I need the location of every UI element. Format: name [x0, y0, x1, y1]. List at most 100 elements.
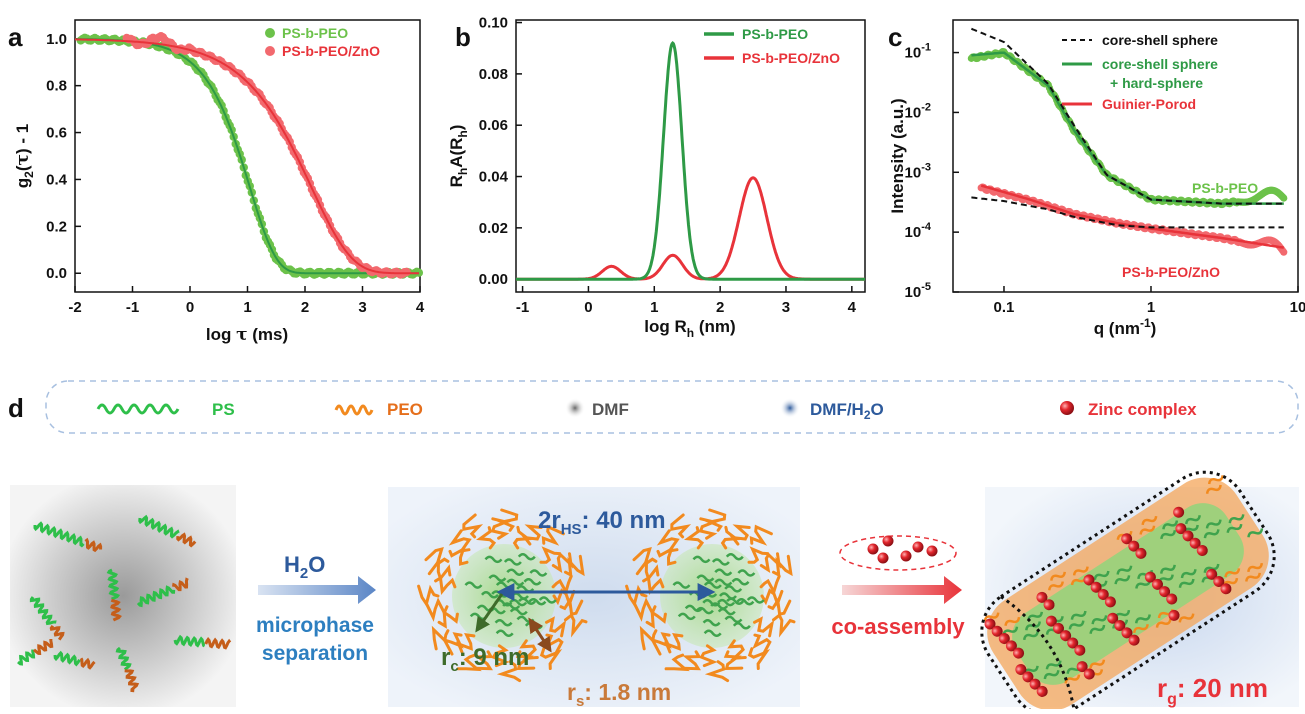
polymer-chain-4: [136, 577, 189, 608]
zinc-sphere: [998, 633, 1010, 645]
plot-frame-c: [952, 19, 1299, 293]
zinc-sphere: [1189, 537, 1201, 549]
ps-core-chain: [732, 622, 751, 630]
y-tick-label-b: 0.04: [479, 169, 509, 186]
cylinder-chain: [1160, 530, 1177, 540]
cylinder-chain: [1178, 613, 1195, 623]
annotation-ps-b-peo: PS-b-PEO: [1192, 180, 1258, 196]
zinc-sphere: [1074, 644, 1086, 656]
cylinder-chain: [1180, 569, 1197, 579]
x-tick-label-b: 3: [782, 299, 790, 316]
peo-corona-chain: [515, 650, 536, 671]
zinc-sphere: [1083, 574, 1095, 586]
x-tick-label-c: 0.1: [994, 299, 1015, 316]
y-tick-label-a: 0.6: [46, 125, 67, 142]
y-tick-label-c: 10-4: [905, 221, 932, 241]
legend-label-a-1: PS-b-PEO: [282, 25, 348, 41]
ps-core-chain: [714, 568, 733, 576]
legend-d-dmf-h2o: DMF/H2O: [810, 400, 884, 422]
zinc-sphere: [1213, 576, 1225, 588]
ps-core-chain: [529, 569, 548, 577]
zinc-sphere: [1175, 523, 1187, 535]
zinc-sphere: [1135, 547, 1147, 559]
peo-corona-chain: [645, 609, 667, 629]
ps-core-chain: [509, 607, 528, 616]
cylinder-chain: [1004, 616, 1021, 627]
co-assembly-label: co-assembly: [831, 614, 965, 639]
fit-line-c-core-shell-zno: [971, 196, 1284, 229]
y-tick-label-a: 1.0: [46, 31, 67, 48]
rc-label: rc: 9 nm: [441, 644, 529, 675]
zinc-sphere: [1168, 609, 1180, 621]
polymer-chain-2: [138, 514, 197, 548]
peo-corona-chain: [723, 650, 744, 671]
zinc-sphere: [900, 550, 912, 562]
y-tick-label-b: 0.02: [479, 220, 508, 237]
peo-corona-chain: [462, 513, 484, 539]
cylinder-chain: [1203, 563, 1220, 573]
cylinder-chain: [1228, 514, 1245, 524]
y-tick-label-c: 10-5: [905, 281, 931, 301]
peo-corona-chain: [475, 526, 497, 550]
y-tick-label-b: 0.08: [479, 66, 508, 83]
microphase-label-2: separation: [262, 642, 368, 665]
zinc-complex-cluster: [867, 535, 938, 564]
peo-corona-chain: [704, 660, 730, 683]
peo-corona-chain: [681, 650, 702, 671]
zinc-sphere: [1036, 685, 1048, 697]
x-tick-label-a: 2: [301, 299, 309, 316]
zinc-sphere: [867, 543, 879, 555]
ps-core-chain: [746, 596, 765, 604]
peo-chain-icon: [334, 404, 374, 416]
cylinder-chain: [1185, 515, 1201, 525]
ps-core-chain: [714, 578, 733, 587]
peo-corona-chain: [753, 616, 775, 638]
ps-core-chain: [488, 574, 507, 582]
peo-corona-chain: [424, 597, 449, 622]
y-tick-label-c: 10-1: [905, 42, 931, 62]
peo-corona-chain: [656, 546, 677, 566]
peo-corona-chain: [473, 650, 494, 671]
polymer-chain-8: [173, 634, 232, 650]
zinc-sphere: [882, 535, 894, 547]
cylinder-chain: [1141, 515, 1158, 526]
peo-corona-chain: [437, 609, 459, 629]
plot-frame-b: [515, 19, 866, 293]
h2o-label: H2O: [284, 552, 325, 582]
cylinder-chain: [1139, 525, 1156, 535]
zinc-sphere: [1043, 599, 1055, 611]
peo-corona-chain: [632, 597, 657, 622]
peo-corona-chain: [448, 546, 469, 566]
microphase-label-1: microphase: [256, 614, 374, 637]
legend-b: PS-b-PEO PS-b-PEO/ZnO: [704, 26, 840, 66]
ps-core-chain: [703, 629, 722, 638]
y-axis-label-b: RhA(Rh): [447, 125, 470, 188]
polymer-chain-7: [115, 646, 140, 693]
zinc-sphere: [1128, 540, 1140, 552]
legend-label-b-2: PS-b-PEO/ZnO: [742, 50, 840, 66]
peo-corona-chain: [496, 660, 522, 683]
peo-corona-chain: [448, 529, 472, 553]
zinc-sphere: [1036, 591, 1048, 603]
peo-corona-chain: [512, 525, 533, 550]
panel-a: a -2 -1 0 1 2 3 4 0.0 0.2 0.4 0.6 0.8 1.0 log τ (ms)…: [8, 19, 425, 345]
ps-core-chain: [717, 607, 736, 616]
y-tick-label-a: 0.4: [46, 171, 68, 188]
data-point-c-ps-b-peo: [1280, 194, 1288, 202]
zinc-sphere: [1097, 589, 1109, 601]
cylinder-chain: [1023, 630, 1039, 641]
cylinder-chain: [1093, 570, 1110, 580]
zinc-sphere: [1022, 671, 1034, 683]
zinc-sphere: [1045, 615, 1057, 627]
peo-corona-chain: [456, 653, 482, 672]
cylinder-chain: [1162, 520, 1179, 530]
x-tick-label-b: 2: [716, 299, 724, 316]
annotation-ps-b-peo-zno: PS-b-PEO/ZnO: [1122, 264, 1220, 280]
y-tick-label-c: 10-2: [905, 101, 931, 121]
zinc-sphere: [1220, 583, 1232, 595]
ps-core-chain: [724, 585, 743, 593]
y-axis-label-a: g2(τ) - 1: [13, 124, 36, 188]
cylinder-chain: [1072, 566, 1089, 576]
zinc-sphere: [1182, 530, 1194, 542]
cylinder-chain: [1160, 564, 1176, 574]
